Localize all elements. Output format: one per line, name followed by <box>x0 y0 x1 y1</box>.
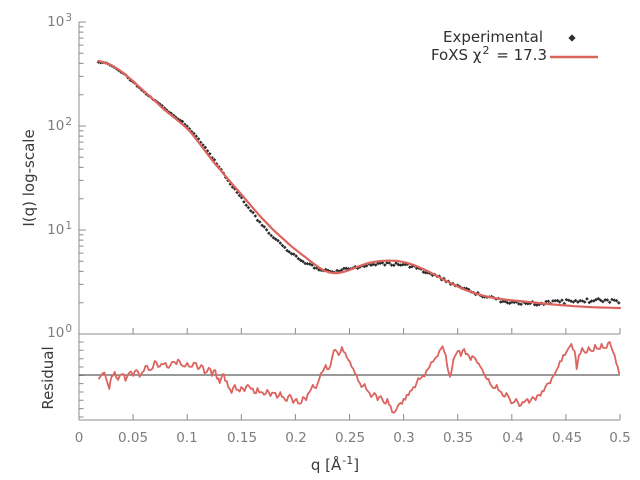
x-axis-label: q [Å-1] <box>310 454 360 474</box>
x-tick-label: 0.25 <box>334 430 366 446</box>
legend-entry-experimental: Experimental <box>442 28 543 46</box>
x-tick-label: 0 <box>74 430 84 446</box>
x-tick-label: 0.4 <box>502 430 524 446</box>
y-tick-label-1000: 103 <box>47 12 72 30</box>
legend-keys <box>550 34 598 59</box>
x-tick-label: 0.45 <box>551 430 583 446</box>
x-tick-label: 0.35 <box>442 430 474 446</box>
y-axis-label-residual: Residual <box>39 346 57 410</box>
legend-experimental-marker-icon <box>568 34 576 42</box>
fit-line-series <box>97 59 622 310</box>
y-tick-label-10: 101 <box>47 220 72 238</box>
legend-entry-fit: FoXS χ2 = 17.3 <box>430 44 547 64</box>
x-tick-label: 0.3 <box>393 430 415 446</box>
axes <box>78 21 621 421</box>
y-tick-label-1: 100 <box>47 323 72 341</box>
y-tick-label-100: 102 <box>47 116 72 134</box>
x-tick-label: 0.2 <box>285 430 307 446</box>
residual-series <box>97 341 621 414</box>
y-axis-label-main: I(q) log-scale <box>20 129 38 227</box>
x-tick-label: 0.5 <box>609 430 631 446</box>
experimental-series <box>96 60 621 307</box>
x-tick-label: 0.15 <box>226 430 258 446</box>
x-tick-label: 0.1 <box>176 430 198 446</box>
x-tick-label: 0.05 <box>117 430 149 446</box>
